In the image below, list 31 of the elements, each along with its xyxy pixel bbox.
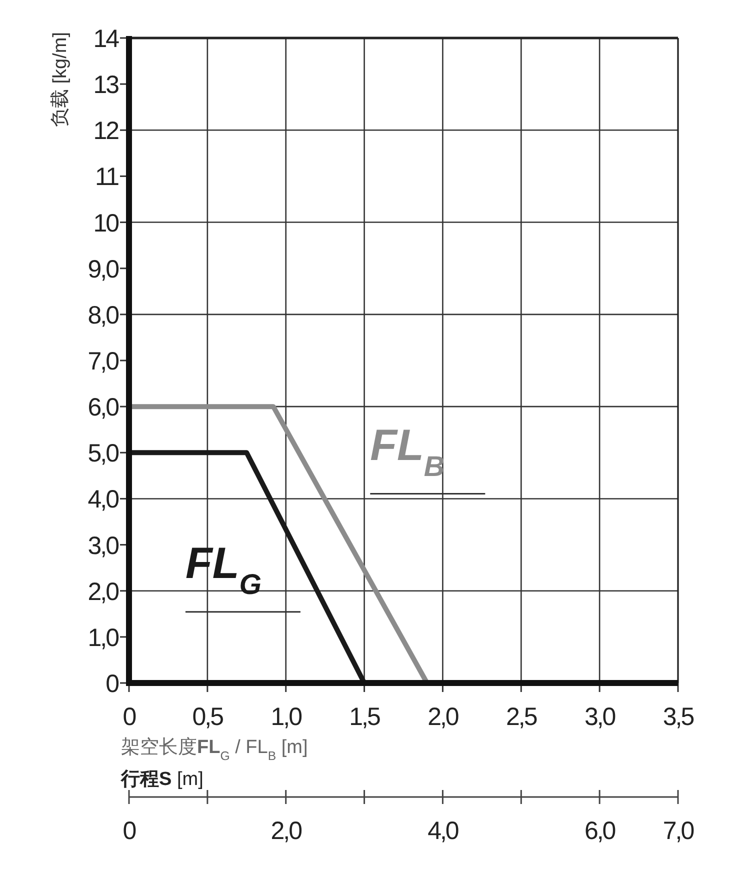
y-tick-label: 14 <box>93 25 120 53</box>
x-tick-label: 0,5 <box>192 703 224 731</box>
y-tick-label: 13 <box>93 71 119 100</box>
y-tick-label: 7,0 <box>88 348 119 376</box>
y-tick-label: 8,0 <box>88 301 119 330</box>
y-axis-title: 负载 [kg/m] <box>50 32 71 128</box>
x-tick-label: 3,0 <box>584 703 616 731</box>
y-tick-label: 1,0 <box>88 624 119 652</box>
x2-tick-label: 0 <box>122 817 136 845</box>
x-tick-label: 3,5 <box>662 703 694 731</box>
x2-tick-label: 2,0 <box>270 817 302 845</box>
y-tick-label: 4,0 <box>88 486 119 514</box>
y-tick-label: 5,0 <box>88 440 119 468</box>
y-tick-label: 6,0 <box>88 394 119 422</box>
x2-tick-label: 6,0 <box>584 817 616 845</box>
x2-tick-label: 4,0 <box>428 817 458 845</box>
x-tick-label: 2,0 <box>428 703 458 731</box>
y-tick-label: 2,0 <box>88 578 119 606</box>
y-tick-label: 0 <box>106 670 119 698</box>
y-tick-label: 9,0 <box>88 255 119 284</box>
x-tick-label: 2,5 <box>506 703 537 731</box>
y-tick-label: 3,0 <box>88 532 119 560</box>
x2-tick-label: 7,0 <box>662 817 694 845</box>
y-tick-label: 10 <box>93 209 119 238</box>
x-tick-label: 1,0 <box>270 703 302 731</box>
x-tick-label: 0 <box>122 703 136 731</box>
x-axis-title: 架空长度FL$_{G}$ / FL$_{B}$ [m] <box>121 736 308 763</box>
x2-axis-title: 行程S [m] <box>120 769 204 790</box>
x-tick-label: 1,5 <box>349 703 380 731</box>
y-tick-label: 12 <box>93 117 119 146</box>
y-tick-label: 11 <box>95 163 119 192</box>
